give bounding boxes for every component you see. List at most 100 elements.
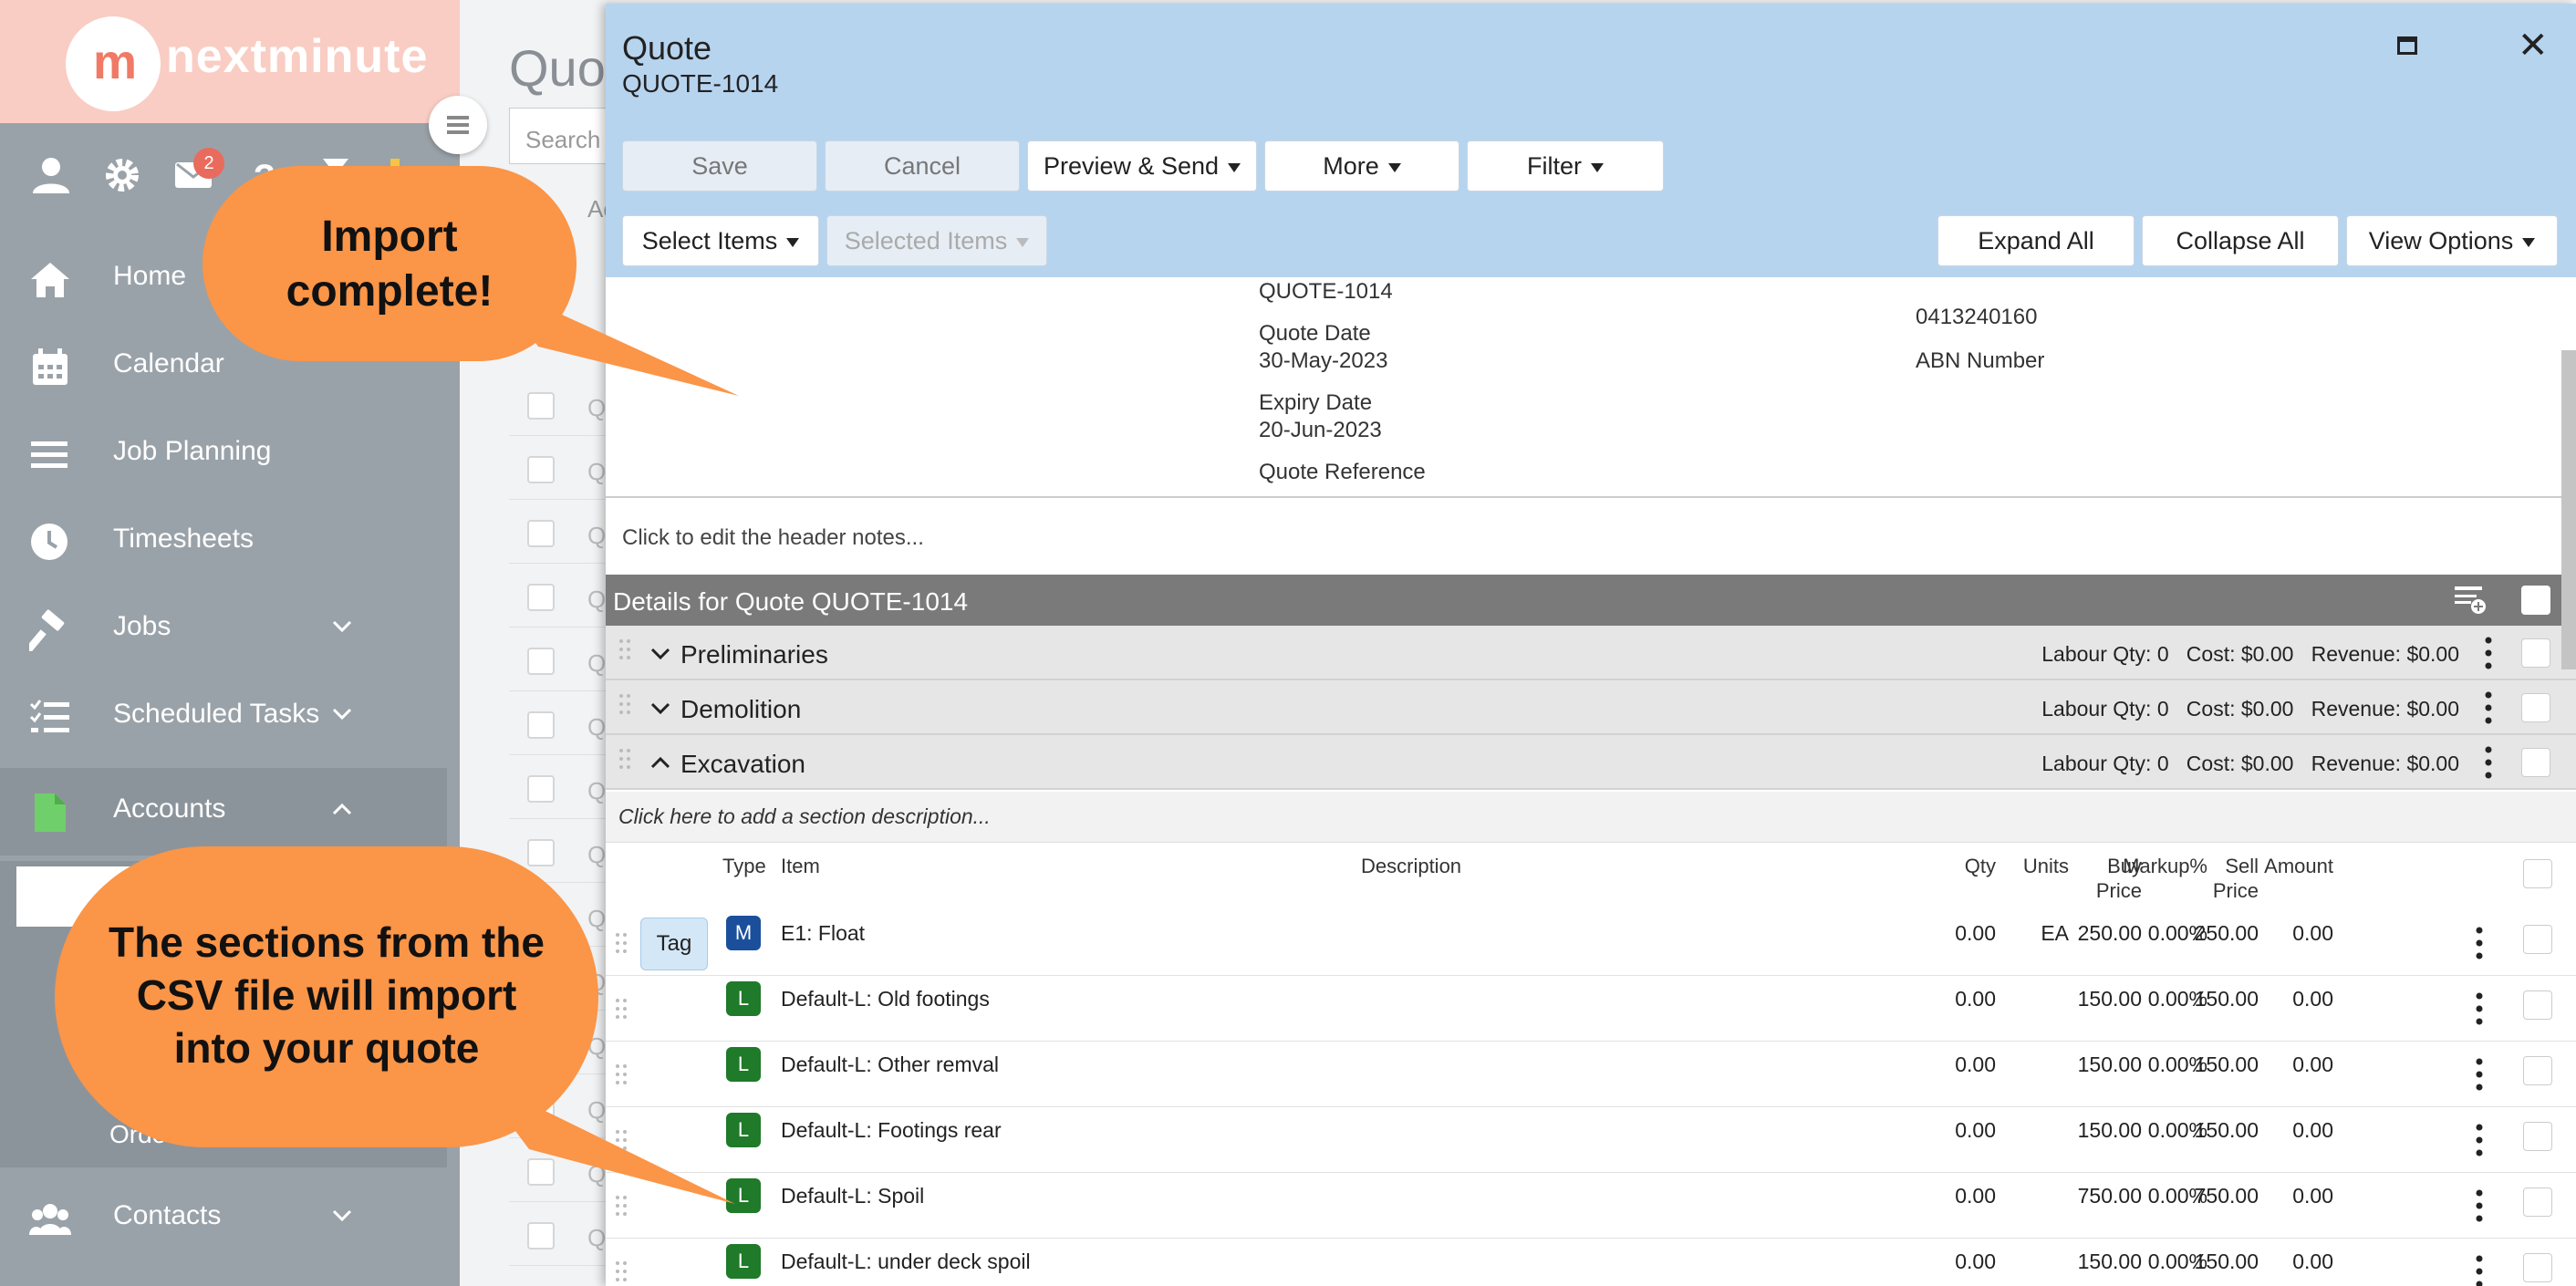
- row-checkbox[interactable]: [527, 1222, 555, 1250]
- row-checkbox[interactable]: [527, 520, 555, 547]
- row-checkbox[interactable]: [2523, 990, 2552, 1020]
- more-options-icon[interactable]: [2476, 1255, 2483, 1286]
- tag-button[interactable]: Tag: [640, 918, 708, 970]
- section-row[interactable]: Excavation Labour Qty: 0 Cost: $0.00 Reve…: [606, 735, 2576, 790]
- maximize-icon[interactable]: [2397, 36, 2417, 55]
- more-options-icon[interactable]: [2485, 637, 2492, 669]
- item-units[interactable]: EA: [2041, 921, 2069, 945]
- add-section-icon[interactable]: [2454, 586, 2487, 615]
- item-buy-price[interactable]: 150.00: [2077, 1053, 2142, 1076]
- expand-all-button[interactable]: Expand All: [1937, 215, 2135, 266]
- row-checkbox[interactable]: [527, 775, 555, 803]
- background-table-row[interactable]: QU: [509, 821, 783, 883]
- section-checkbox[interactable]: [2521, 693, 2550, 722]
- quote-reference-label[interactable]: Quote Reference: [1259, 460, 1426, 484]
- sidebar-item-calendar[interactable]: Calendar: [0, 323, 447, 410]
- more-options-icon[interactable]: [2476, 1058, 2483, 1091]
- item-sell-price[interactable]: 150.00: [2194, 1053, 2259, 1076]
- item-row[interactable]: L Default-L: Old footings 0.00 150.00 0.00% 1…: [606, 976, 2576, 1042]
- chevron-down-icon[interactable]: [649, 642, 671, 664]
- row-checkbox[interactable]: [2523, 1187, 2552, 1217]
- row-checkbox[interactable]: [2523, 1122, 2552, 1151]
- item-qty[interactable]: 0.00: [1955, 987, 1996, 1011]
- sidebar-item-jobs[interactable]: Jobs: [0, 586, 447, 673]
- brand-logo-mark[interactable]: m: [66, 16, 161, 111]
- sidebar-item-accounts[interactable]: Accounts: [0, 768, 447, 856]
- section-checkbox[interactable]: [2521, 748, 2550, 777]
- more-button[interactable]: More: [1264, 140, 1459, 192]
- row-checkbox[interactable]: [527, 1158, 555, 1186]
- more-options-icon[interactable]: [2476, 927, 2483, 959]
- more-options-icon[interactable]: [2485, 691, 2492, 724]
- sidebar-item-job-planning[interactable]: Job Planning: [0, 410, 447, 498]
- row-checkbox[interactable]: [2523, 1253, 2552, 1282]
- item-qty[interactable]: 0.00: [1955, 1250, 1996, 1273]
- save-button[interactable]: Save: [622, 140, 817, 192]
- selected-items-button[interactable]: Selected Items: [826, 215, 1047, 266]
- item-name[interactable]: Default-L: Spoil: [781, 1184, 925, 1208]
- drag-handle-icon[interactable]: [615, 1063, 628, 1085]
- close-icon[interactable]: ✕: [2518, 26, 2549, 66]
- item-sell-price[interactable]: 750.00: [2194, 1184, 2259, 1208]
- row-checkbox[interactable]: [2523, 925, 2552, 954]
- item-markup[interactable]: 0.00%: [2147, 1184, 2207, 1208]
- chevron-down-icon[interactable]: [649, 697, 671, 719]
- section-description[interactable]: Click here to add a section description.…: [606, 792, 2576, 843]
- item-buy-price[interactable]: 150.00: [2077, 1250, 2142, 1273]
- item-qty[interactable]: 0.00: [1955, 1053, 1996, 1076]
- select-items-button[interactable]: Select Items: [622, 215, 819, 266]
- sidebar-item-contacts[interactable]: Contacts: [0, 1175, 447, 1262]
- sidebar-toggle-button[interactable]: [429, 96, 487, 154]
- item-markup[interactable]: 0.00%: [2147, 1053, 2207, 1076]
- item-markup[interactable]: 0.00%: [2147, 1250, 2207, 1273]
- brand-logo-text[interactable]: nextminute: [166, 30, 429, 83]
- item-amount[interactable]: 0.00: [2292, 1250, 2333, 1273]
- item-qty[interactable]: 0.00: [1955, 921, 1996, 945]
- drag-handle-icon[interactable]: [615, 1195, 628, 1217]
- row-checkbox[interactable]: [527, 648, 555, 675]
- sidebar-item-timesheets[interactable]: Timesheets: [0, 498, 447, 586]
- row-checkbox[interactable]: [527, 839, 555, 866]
- item-row[interactable]: L Default-L: Footings rear 0.00 150.00 0.00%…: [606, 1107, 2576, 1173]
- row-checkbox[interactable]: [527, 711, 555, 739]
- item-amount[interactable]: 0.00: [2292, 921, 2333, 945]
- item-sell-price[interactable]: 150.00: [2194, 1118, 2259, 1142]
- row-checkbox[interactable]: [2523, 1056, 2552, 1085]
- more-options-icon[interactable]: [2476, 1189, 2483, 1222]
- item-row[interactable]: L Default-L: Other remval 0.00 150.00 0.00% 1…: [606, 1042, 2576, 1107]
- item-row[interactable]: L Default-L: Spoil 0.00 750.00 0.00% 750.00 0.…: [606, 1173, 2576, 1239]
- row-checkbox[interactable]: [527, 584, 555, 611]
- item-markup[interactable]: 0.00%: [2147, 987, 2207, 1011]
- drag-handle-icon[interactable]: [615, 1260, 628, 1282]
- more-options-icon[interactable]: [2485, 746, 2492, 779]
- chevron-up-icon[interactable]: [649, 752, 671, 773]
- item-amount[interactable]: 0.00: [2292, 1118, 2333, 1142]
- drag-handle-icon[interactable]: [615, 932, 628, 954]
- sidebar-item-home[interactable]: Home: [0, 235, 447, 323]
- drag-handle-icon[interactable]: [618, 638, 631, 660]
- row-checkbox[interactable]: [527, 392, 555, 420]
- item-amount[interactable]: 0.00: [2292, 987, 2333, 1011]
- item-name[interactable]: Default-L: Other remval: [781, 1053, 1000, 1076]
- header-notes[interactable]: Click to edit the header notes...: [622, 525, 924, 550]
- item-name[interactable]: Default-L: under deck spoil: [781, 1250, 1031, 1273]
- row-checkbox[interactable]: [527, 456, 555, 483]
- quote-date[interactable]: 30-May-2023: [1259, 348, 1388, 373]
- expiry-date[interactable]: 20-Jun-2023: [1259, 418, 1382, 442]
- item-sell-price[interactable]: 250.00: [2194, 921, 2259, 945]
- drag-handle-icon[interactable]: [615, 998, 628, 1020]
- item-row[interactable]: L Default-L: under deck spoil 0.00 150.00 0.…: [606, 1239, 2576, 1286]
- item-amount[interactable]: 0.00: [2292, 1053, 2333, 1076]
- item-buy-price[interactable]: 150.00: [2077, 1118, 2142, 1142]
- filter-button[interactable]: Filter: [1467, 140, 1664, 192]
- item-sell-price[interactable]: 150.00: [2194, 1250, 2259, 1273]
- item-qty[interactable]: 0.00: [1955, 1118, 1996, 1142]
- item-name[interactable]: Default-L: Old footings: [781, 987, 990, 1011]
- user-icon[interactable]: [31, 155, 71, 195]
- item-sell-price[interactable]: 150.00: [2194, 987, 2259, 1011]
- more-options-icon[interactable]: [2476, 992, 2483, 1025]
- item-buy-price[interactable]: 750.00: [2077, 1184, 2142, 1208]
- view-options-button[interactable]: View Options: [2346, 215, 2558, 266]
- section-row[interactable]: Preliminaries Labour Qty: 0 Cost: $0.00 R…: [606, 626, 2576, 680]
- cancel-button[interactable]: Cancel: [825, 140, 1020, 192]
